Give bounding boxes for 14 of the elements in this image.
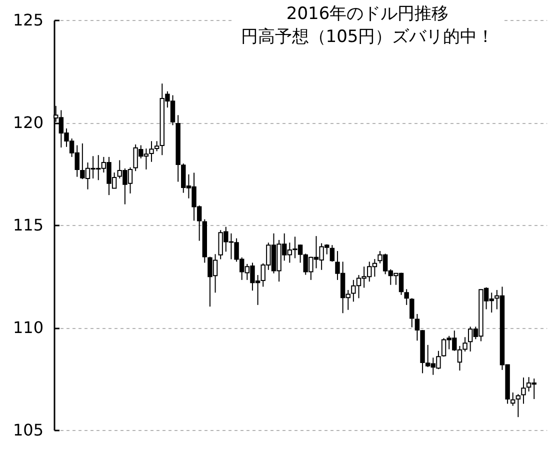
y-tick-label: 110 [12, 318, 44, 337]
chart-title: 2016年のドル円推移 [286, 4, 449, 24]
y-tick-label: 115 [12, 216, 44, 234]
candlestick [516, 394, 521, 418]
candlestick [510, 392, 516, 406]
candlestick [404, 288, 409, 306]
y-tick-label: 125 [12, 10, 44, 30]
candlestick [330, 244, 335, 262]
y-tick-label: 105 [12, 420, 44, 440]
chart-subtitle: 円高予想（105円）ズバリ的中！ [240, 27, 494, 47]
candlestick [521, 377, 526, 404]
candlestick [410, 298, 414, 328]
candlestick [462, 336, 468, 352]
y-tick-label: 120 [12, 113, 44, 132]
